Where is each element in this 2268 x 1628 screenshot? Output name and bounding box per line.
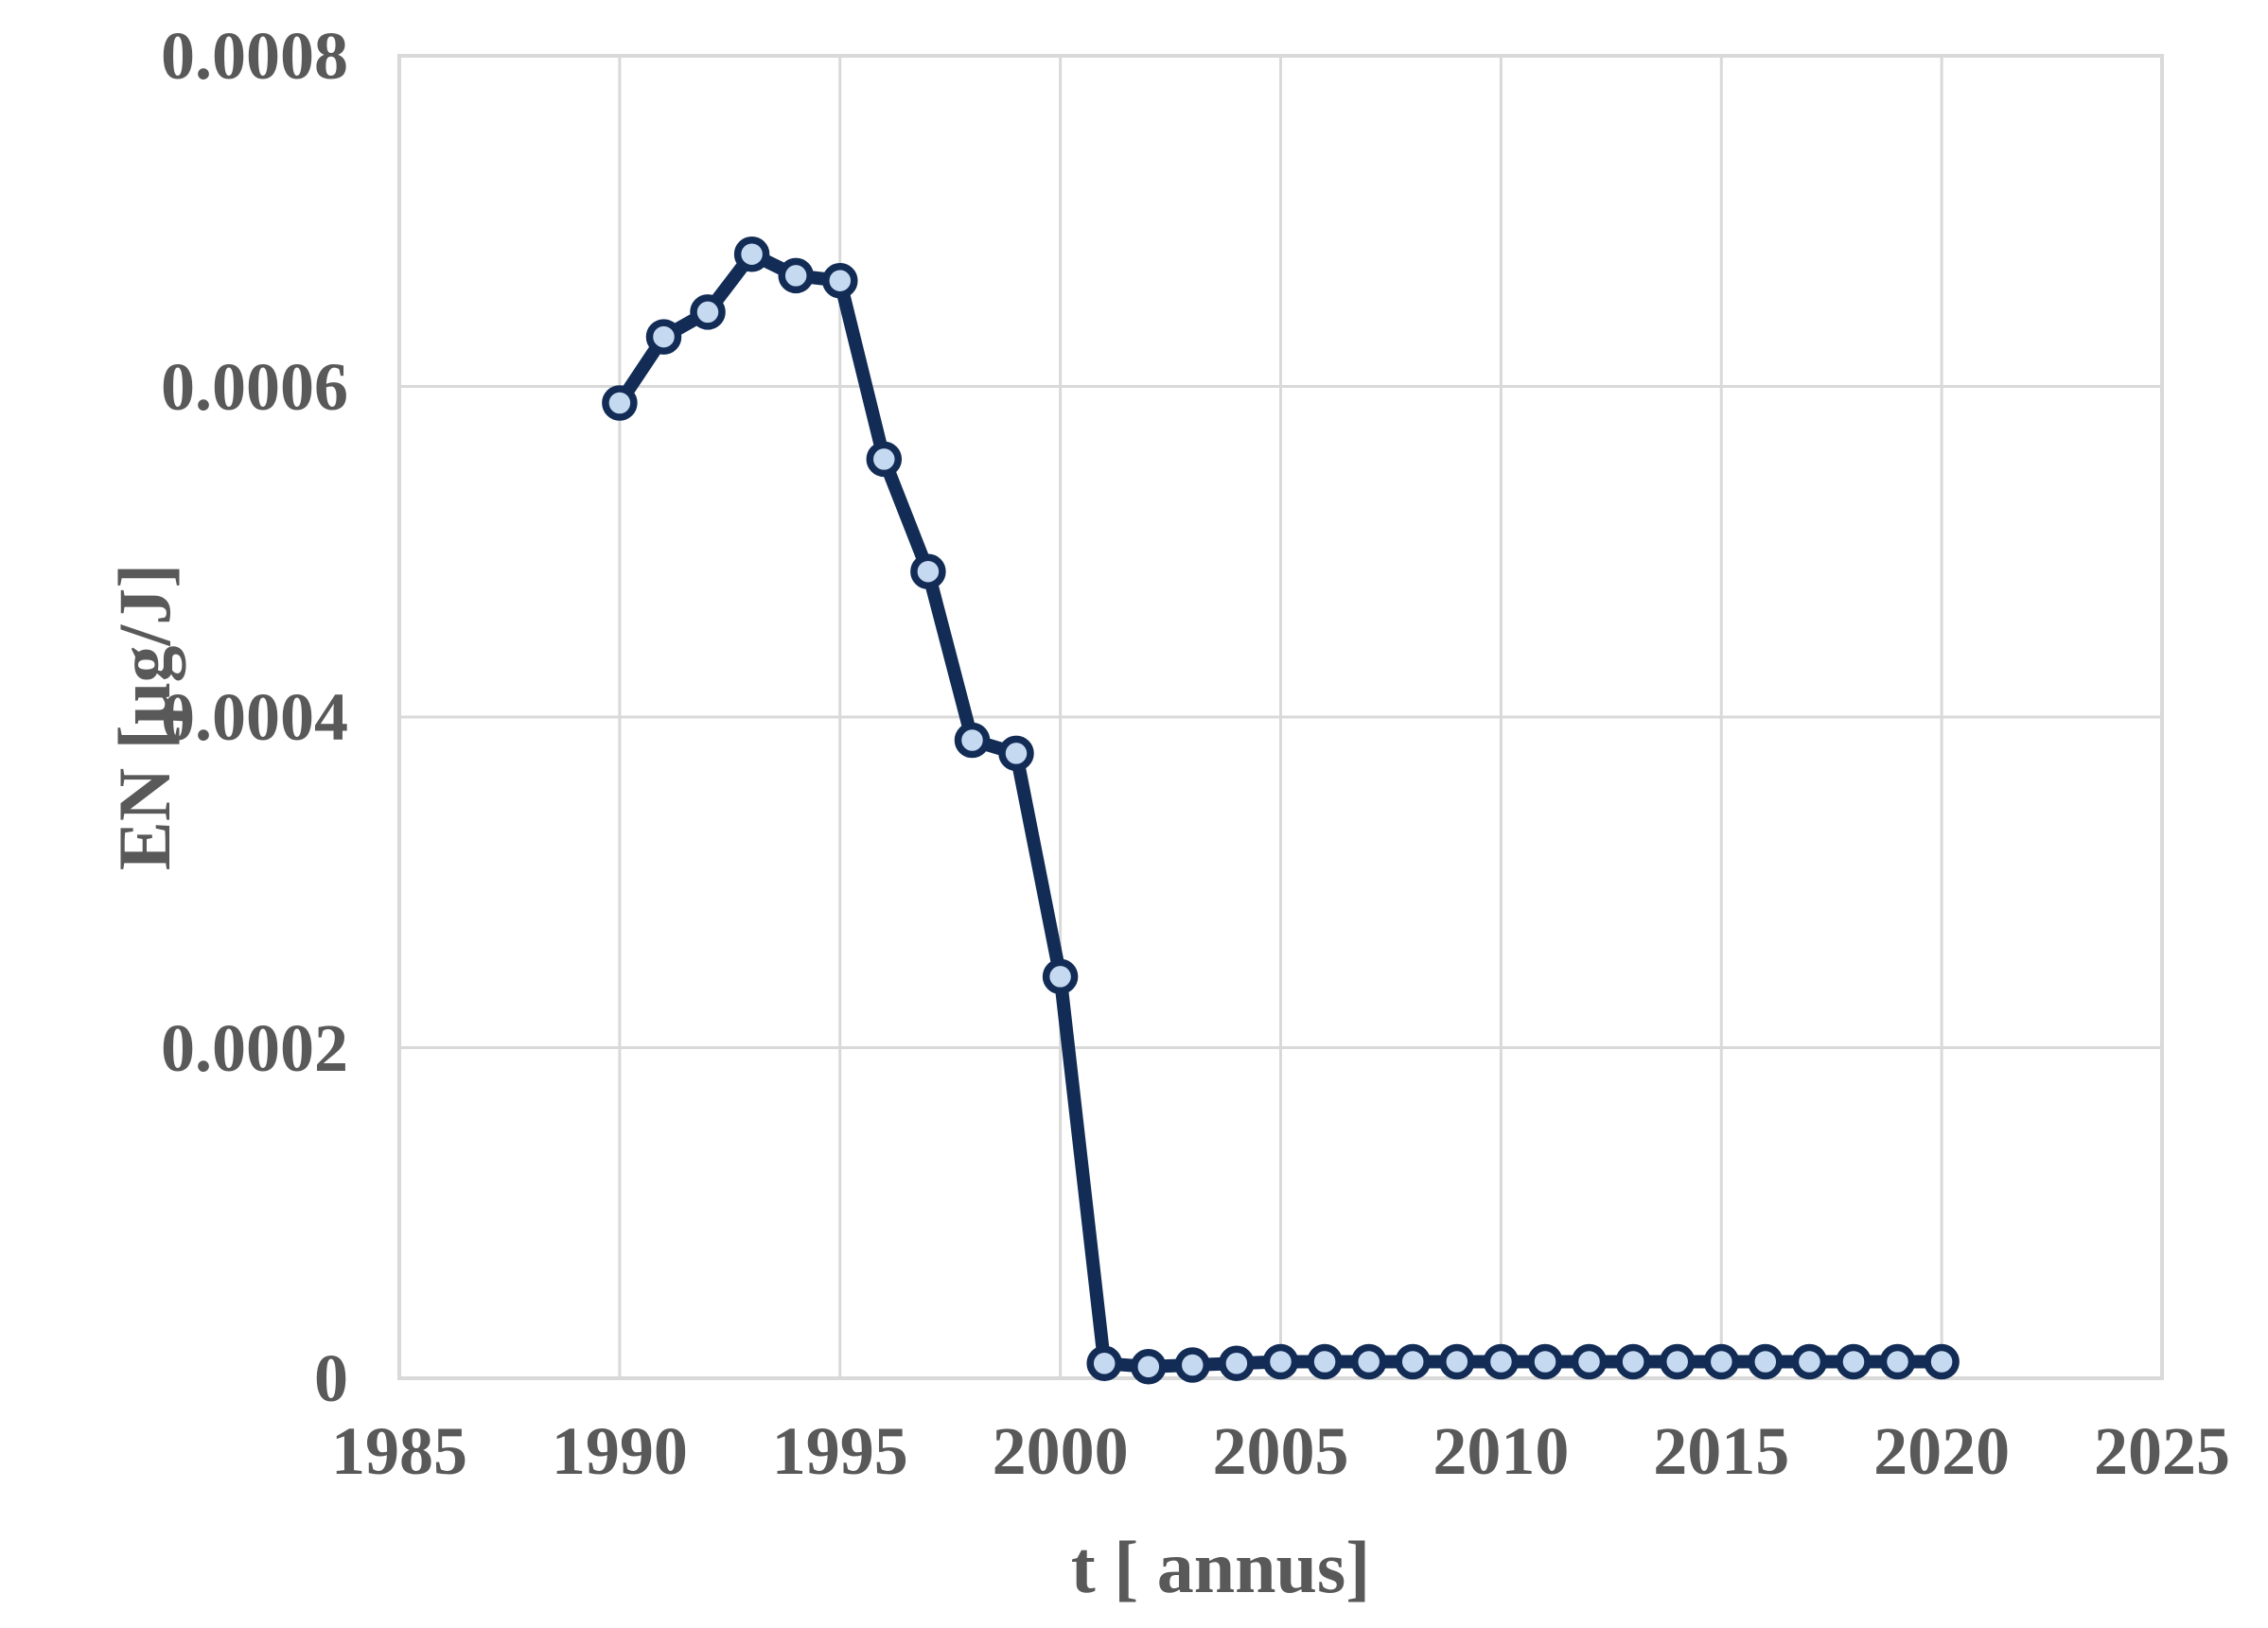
data-point-marker	[1307, 1343, 1343, 1380]
data-point-marker	[1439, 1343, 1475, 1380]
x-tick-label: 2005	[1212, 1413, 1349, 1489]
y-tick-label: 0.0006	[161, 348, 348, 425]
data-point-marker	[1791, 1343, 1828, 1380]
data-point-marker	[1659, 1343, 1696, 1380]
data-point-marker	[1086, 1345, 1122, 1382]
data-point-marker	[1571, 1343, 1608, 1380]
data-point-marker	[1615, 1343, 1651, 1380]
y-tick-label: 0.0004	[161, 679, 348, 755]
x-tick-label: 2025	[2094, 1413, 2230, 1489]
data-point-marker	[998, 735, 1034, 772]
data-point-marker	[1174, 1347, 1211, 1383]
data-point-marker	[822, 262, 858, 299]
x-tick-label: 1995	[771, 1413, 908, 1489]
data-point-marker	[1483, 1343, 1520, 1380]
data-point-marker	[910, 553, 946, 589]
data-point-marker	[1219, 1345, 1255, 1382]
x-tick-label: 2020	[1873, 1413, 2011, 1489]
data-point-marker	[1042, 958, 1079, 995]
data-point-marker	[1879, 1343, 1916, 1380]
data-point-marker	[1703, 1343, 1740, 1380]
x-tick-label: 2015	[1653, 1413, 1790, 1489]
x-tick-label: 1985	[331, 1413, 467, 1489]
data-point-marker	[1527, 1343, 1563, 1380]
y-tick-label: 0	[314, 1340, 348, 1416]
data-point-marker	[778, 257, 814, 294]
data-point-marker	[954, 722, 991, 759]
y-tick-label: 0.0002	[161, 1009, 348, 1086]
data-point-marker	[733, 236, 770, 272]
data-point-marker	[866, 441, 903, 478]
data-point-marker	[645, 319, 682, 355]
data-point-marker	[1836, 1343, 1872, 1380]
x-tick-label: 2000	[992, 1413, 1129, 1489]
x-tick-label: 2010	[1433, 1413, 1570, 1489]
x-tick-label: 1990	[551, 1413, 688, 1489]
data-point-marker	[1131, 1349, 1167, 1385]
data-point-marker	[1924, 1343, 1960, 1380]
data-point-marker	[1395, 1343, 1431, 1380]
y-axis-title: EN [µg/J]	[103, 563, 186, 871]
data-point-marker	[1748, 1343, 1784, 1380]
y-tick-label: 0.0008	[161, 18, 348, 94]
x-axis-title: t [ annus]	[1070, 1526, 1371, 1608]
data-point-marker	[1262, 1343, 1299, 1380]
data-point-marker	[1350, 1343, 1387, 1380]
data-point-marker	[602, 385, 638, 421]
data-point-marker	[690, 294, 726, 330]
